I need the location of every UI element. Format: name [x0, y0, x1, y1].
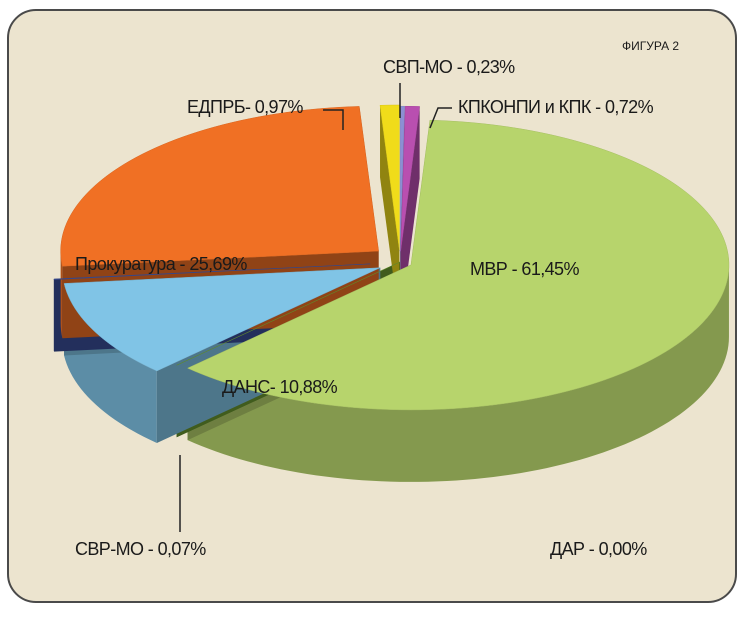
slice-label: Прокуратура - 25,69%: [75, 254, 247, 274]
slice-label: ДАР - 0,00%: [550, 539, 647, 559]
slice-label: МВР - 61,45%: [470, 259, 579, 279]
slice-label: ДАНС- 10,88%: [222, 377, 338, 397]
slice-label: СВП-МО - 0,23%: [383, 57, 515, 77]
slice-label: КПКОНПИ и КПК - 0,72%: [458, 97, 654, 117]
slice-label: ЕДПРБ- 0,97%: [187, 97, 303, 117]
figure-label: ФИГУРА 2: [622, 39, 679, 53]
slice-label: СВР-МО - 0,07%: [75, 539, 206, 559]
